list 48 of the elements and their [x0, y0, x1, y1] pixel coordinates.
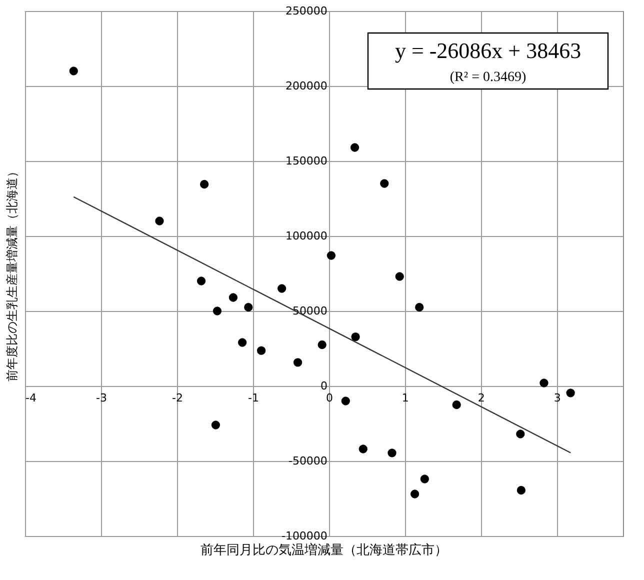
y-axis-title: 前年度比の生乳生産量増減量（北海道）: [5, 166, 19, 382]
point: [155, 216, 164, 226]
point: [341, 396, 350, 406]
x-tick-label: 3: [554, 392, 561, 404]
point: [516, 486, 526, 495]
point: [69, 66, 78, 76]
y-tick-label: 50000: [292, 304, 328, 318]
point: [228, 293, 238, 302]
annotation: (R² = 0.3469): [450, 70, 526, 85]
point: [380, 179, 389, 188]
point: [196, 276, 206, 286]
point: [326, 251, 336, 260]
x-tick-label: -2: [172, 392, 183, 404]
x-tick-label: -1: [248, 392, 259, 404]
point: [278, 284, 286, 293]
point: [244, 302, 253, 312]
x-tick-label: 2: [478, 392, 485, 404]
point: [211, 420, 220, 430]
point: [388, 448, 396, 458]
y-tick-label: -50000: [288, 454, 328, 468]
y-tick-label: 100000: [285, 230, 328, 242]
y-tick-label: 0: [320, 380, 328, 392]
point: [351, 332, 360, 342]
point: [318, 340, 326, 350]
x-axis-title: 前年同月比の気温増減量（北海道帯広市）: [200, 542, 448, 558]
point: [452, 400, 461, 410]
y-tick-label: 250000: [285, 4, 328, 18]
point: [516, 430, 525, 438]
point: [410, 490, 420, 498]
point: [256, 346, 266, 355]
point: [212, 306, 222, 316]
point: [415, 302, 424, 312]
point: [358, 444, 368, 454]
point: [566, 388, 575, 398]
y-tick-label: 200000: [285, 80, 328, 92]
point: [293, 358, 302, 367]
point: [540, 378, 548, 388]
x-tick-label: -4: [26, 392, 36, 404]
point: [350, 143, 360, 152]
annotation: y = -26086x + 38463: [394, 38, 582, 63]
point: [395, 272, 404, 281]
point: [200, 180, 209, 189]
point: [238, 338, 247, 347]
y-tick-label: -100000: [281, 530, 328, 542]
x-tick-label: 1: [402, 392, 409, 404]
x-tick-label: -3: [96, 392, 107, 404]
y-tick-label: 150000: [285, 154, 328, 168]
point: [420, 474, 430, 484]
